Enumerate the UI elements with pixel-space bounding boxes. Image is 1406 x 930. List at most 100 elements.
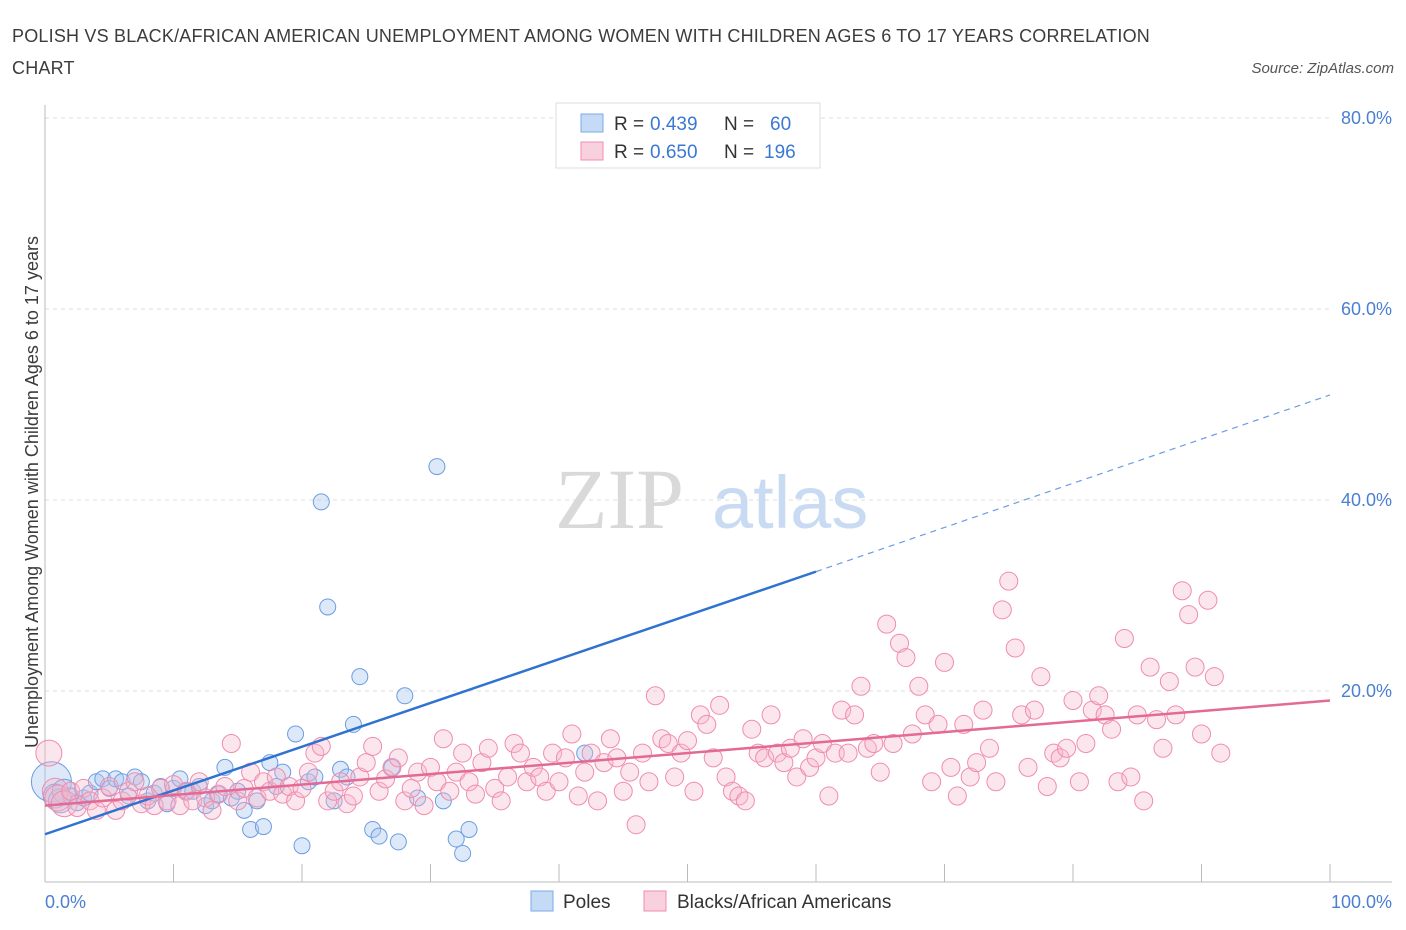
point-blacks	[568, 786, 588, 806]
point-blacks	[941, 757, 961, 777]
point-blacks	[221, 734, 241, 754]
legend-n-label-1: N =	[724, 114, 754, 135]
point-blacks	[530, 767, 550, 787]
point-blacks	[1076, 734, 1096, 754]
point-blacks	[472, 753, 492, 773]
point-blacks	[999, 571, 1019, 591]
point-blacks	[626, 815, 646, 835]
point-blacks	[1121, 767, 1141, 787]
point-blacks	[517, 772, 537, 792]
point-blacks	[440, 781, 460, 801]
point-blacks	[491, 791, 511, 811]
point-blacks	[600, 729, 620, 749]
trendlines	[44, 394, 1331, 836]
point-blacks	[433, 729, 453, 749]
point-blacks	[504, 734, 524, 754]
point-blacks	[1172, 581, 1192, 601]
point-blacks	[183, 791, 203, 811]
point-blacks	[421, 757, 440, 777]
series-poles	[30, 114, 709, 862]
point-blacks	[960, 767, 980, 787]
x-tick-label: 0.0%	[45, 892, 86, 912]
point-blacks	[620, 762, 640, 782]
point-blacks	[767, 743, 787, 763]
bottom-legend-poles: Poles	[563, 892, 611, 913]
point-blacks	[845, 705, 865, 725]
y-tick-label: 60.0%	[1341, 299, 1392, 319]
point-blacks	[1102, 719, 1122, 739]
tick-labels: 20.0% 40.0% 60.0% 80.0% 0.0% 100.0%	[45, 108, 1392, 912]
point-blacks	[684, 781, 704, 801]
point-blacks	[1192, 724, 1211, 744]
point-blacks	[170, 796, 190, 816]
point-blacks	[1108, 772, 1128, 792]
point-poles	[248, 792, 266, 810]
point-poles	[383, 758, 401, 776]
point-blacks	[61, 781, 81, 801]
point-blacks	[947, 786, 967, 806]
legend-r-label-2: R =	[614, 142, 644, 163]
point-blacks	[922, 772, 942, 792]
x-tick-label: 100.0%	[1331, 892, 1392, 912]
bottom-legend-swatch-poles	[530, 890, 554, 912]
point-blacks	[575, 762, 595, 782]
point-blacks	[935, 652, 954, 672]
point-blacks	[742, 719, 762, 739]
y-axis-label: Unemployment Among Women with Children A…	[22, 236, 42, 748]
point-blacks	[1018, 757, 1038, 777]
point-blacks	[774, 753, 794, 773]
point-blacks	[1050, 748, 1070, 768]
point-blacks	[594, 753, 614, 773]
point-blacks	[703, 748, 723, 768]
point-blacks	[74, 778, 94, 798]
point-blacks	[1211, 743, 1231, 763]
point-blacks	[298, 762, 318, 782]
point-blacks	[979, 738, 999, 758]
legend: R = 0.439 N = 60 R = 0.650 N = 196	[555, 102, 821, 169]
point-blacks	[755, 748, 775, 768]
point-blacks	[613, 781, 633, 801]
point-blacks	[1024, 700, 1044, 720]
point-blacks	[453, 743, 473, 763]
watermark: ZIP atlas	[555, 451, 868, 547]
point-blacks	[318, 791, 338, 811]
point-blacks	[678, 731, 697, 751]
point-blacks	[870, 762, 890, 782]
legend-n-value-1: 60	[770, 114, 791, 135]
point-blacks	[1089, 686, 1109, 706]
legend-r-label-1: R =	[614, 114, 644, 135]
point-blacks	[645, 686, 665, 706]
chart-source: Source: ZipAtlas.com	[1251, 60, 1394, 77]
point-blacks	[536, 781, 556, 801]
point-poles	[396, 687, 414, 705]
point-blacks	[761, 705, 781, 725]
point-blacks	[414, 796, 434, 816]
point-blacks	[228, 791, 248, 811]
point-blacks	[1140, 657, 1160, 677]
point-blacks	[890, 633, 910, 653]
bottom-legend: Poles Blacks/African Americans	[530, 890, 891, 913]
point-poles	[460, 820, 478, 838]
watermark-atlas: atlas	[712, 461, 868, 544]
point-blacks	[928, 714, 948, 734]
point-blacks	[1198, 590, 1218, 610]
point-blacks	[356, 753, 376, 773]
point-poles	[94, 770, 112, 788]
y-tick-label: 80.0%	[1341, 108, 1392, 128]
point-blacks	[588, 791, 608, 811]
gridlines	[45, 117, 1330, 692]
point-poles	[312, 493, 330, 511]
point-blacks	[369, 781, 389, 801]
point-blacks	[896, 648, 916, 668]
point-blacks	[286, 791, 306, 811]
point-poles	[293, 837, 311, 855]
point-blacks	[787, 767, 807, 787]
legend-swatch-blacks	[580, 141, 604, 161]
point-poles	[389, 833, 407, 851]
point-blacks	[1114, 628, 1134, 648]
point-blacks	[1057, 738, 1077, 758]
point-blacks	[832, 700, 852, 720]
legend-r-value-1: 0.439	[650, 114, 698, 135]
point-blacks	[549, 772, 569, 792]
watermark-zip: ZIP	[555, 451, 684, 547]
